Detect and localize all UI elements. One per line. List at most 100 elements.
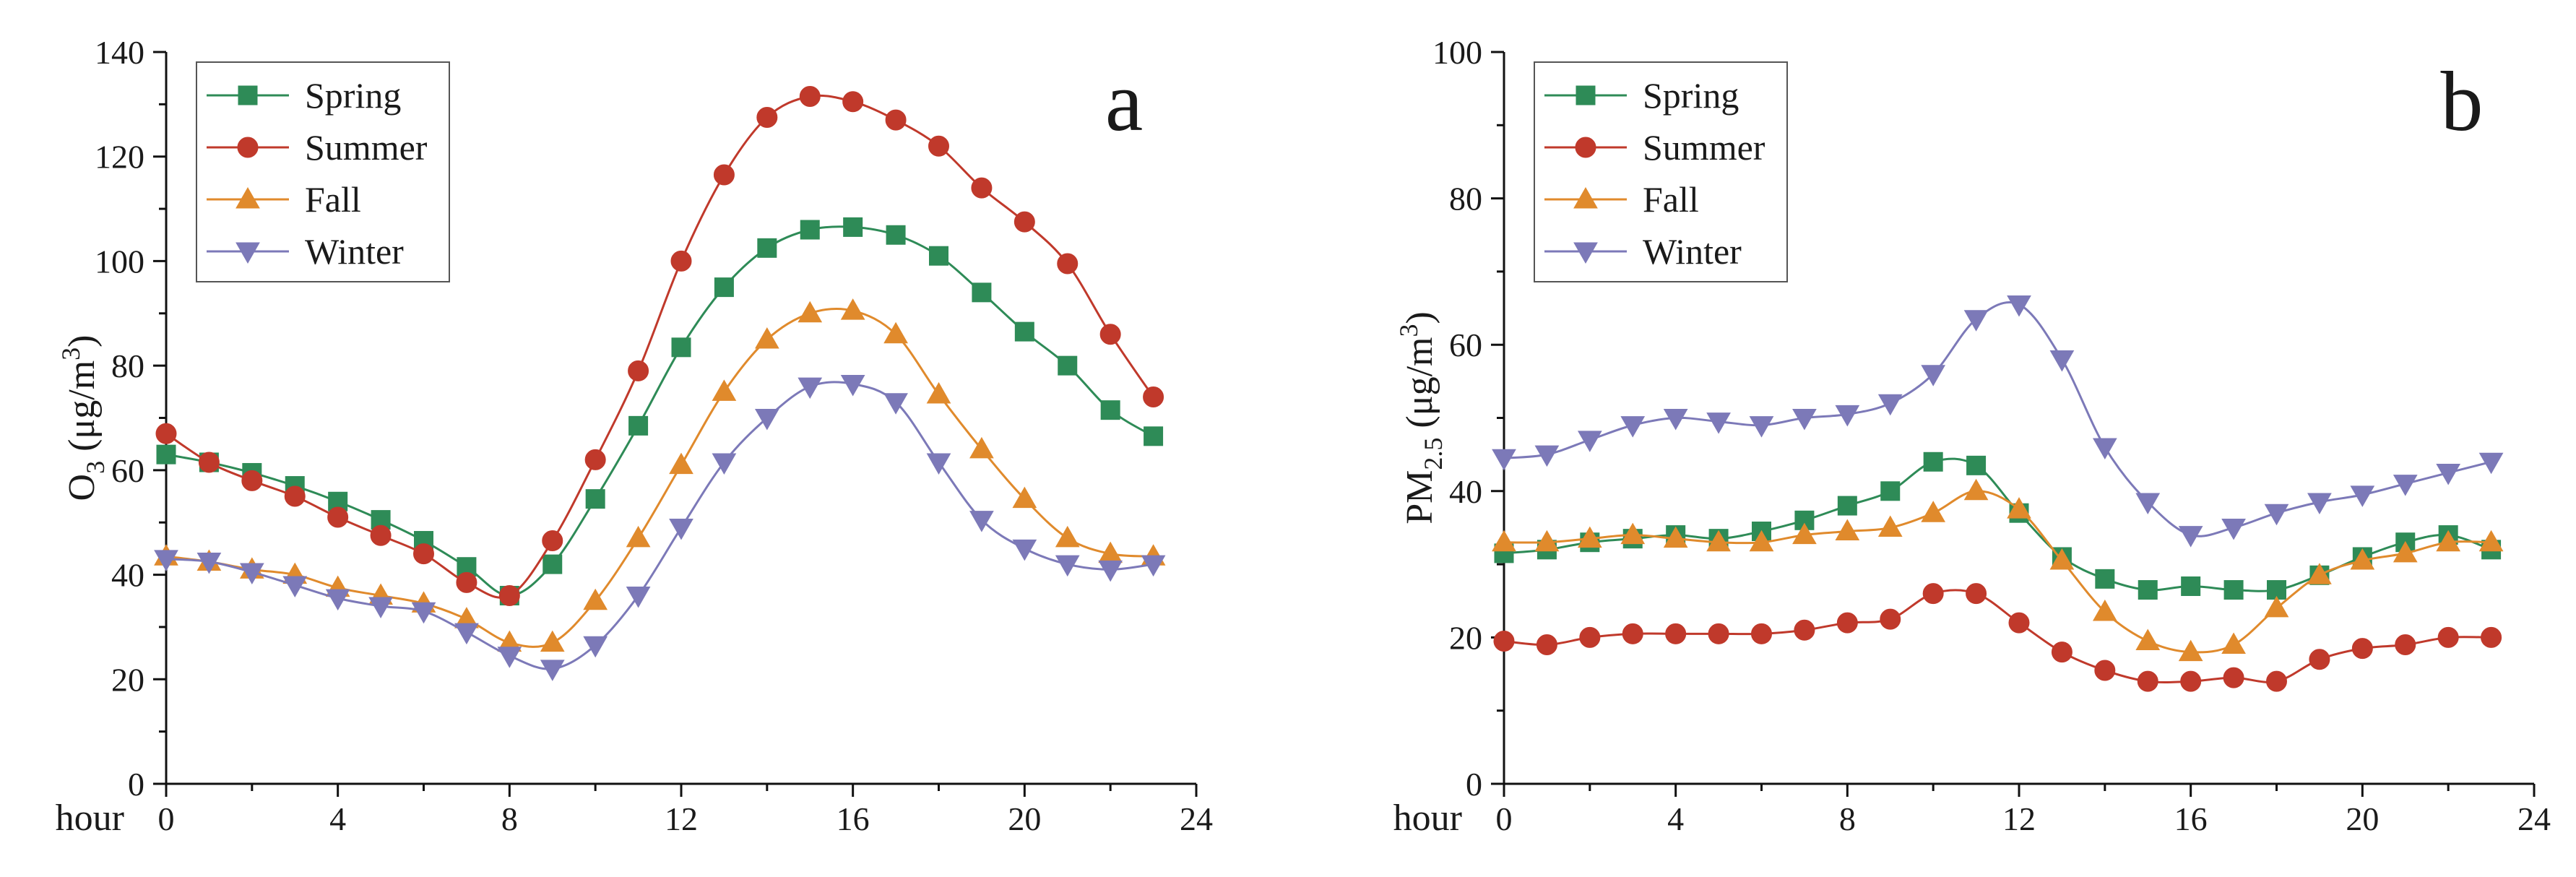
- data-point: [282, 576, 308, 598]
- data-point: [628, 360, 649, 381]
- data-point: [1577, 526, 1602, 548]
- panel-letter: b: [2441, 54, 2484, 149]
- series-winter: [154, 374, 1166, 681]
- data-point: [1877, 394, 1903, 416]
- data-point: [2481, 626, 2502, 648]
- data-point: [1141, 555, 1166, 577]
- panel-b: 0 20 40 60 80 100 0 4 8 12 16 20 24 hour PM2.5 (μg/m3)…: [1393, 34, 2551, 839]
- data-point: [2350, 548, 2375, 570]
- legend-label: Summer: [1643, 127, 1765, 168]
- data-point: [754, 327, 779, 349]
- data-point: [1534, 445, 1560, 467]
- data-point: [1966, 455, 1987, 475]
- series-summer: [155, 86, 1164, 607]
- data-point: [1055, 555, 1080, 577]
- data-point: [2478, 530, 2504, 552]
- data-point: [2436, 463, 2461, 485]
- data-point: [1921, 365, 1946, 386]
- data-point: [368, 597, 393, 618]
- data-point: [712, 453, 737, 475]
- data-point: [2266, 670, 2287, 692]
- data-point: [2437, 626, 2459, 648]
- data-point: [1835, 405, 1860, 427]
- x-tick-label: 0: [1496, 800, 1513, 837]
- data-point: [714, 277, 734, 298]
- data-point: [540, 630, 565, 652]
- data-point: [196, 552, 222, 574]
- y-tick-label: 100: [1432, 34, 1482, 71]
- x-tick-label: 16: [837, 800, 870, 837]
- data-point: [800, 220, 820, 240]
- data-point: [2095, 569, 2115, 589]
- data-point: [2137, 670, 2158, 692]
- data-point: [156, 444, 176, 465]
- data-point: [456, 571, 477, 593]
- data-point: [1966, 583, 1987, 605]
- data-point: [1749, 530, 1774, 552]
- data-point: [2007, 295, 2031, 317]
- data-point: [883, 393, 908, 415]
- data-point: [1708, 623, 1729, 644]
- y-tick-label: 0: [1466, 766, 1482, 803]
- legend: Spring Summer Fall Winter: [1534, 61, 1788, 282]
- data-point: [1663, 409, 1688, 431]
- series-line: [1503, 457, 2492, 592]
- panel-a: 0 20 40 60 80 100 120 140 0 4 8 12 16 20 24 hour O3 (μg/…: [56, 34, 1213, 839]
- data-point: [1099, 324, 1121, 345]
- data-point: [626, 525, 651, 548]
- data-point: [929, 246, 948, 266]
- data-point: [583, 636, 608, 658]
- data-point: [1665, 623, 1687, 644]
- data-point: [886, 225, 906, 245]
- data-point: [669, 452, 693, 475]
- legend-item: Summer: [1544, 127, 1765, 168]
- data-point: [497, 647, 522, 668]
- legend: Spring Summer Fall Winter: [196, 61, 450, 282]
- data-point: [2393, 540, 2418, 563]
- y-tick-label: 0: [128, 766, 144, 803]
- legend-item: Fall: [1544, 179, 1699, 220]
- x-axis-label: hour: [56, 798, 124, 839]
- data-point: [2180, 670, 2202, 692]
- data-point: [798, 377, 823, 399]
- data-point: [1143, 386, 1164, 408]
- data-point: [628, 415, 649, 436]
- data-point: [840, 374, 865, 397]
- series-fall: [154, 298, 1166, 652]
- data-point: [2092, 438, 2117, 460]
- x-tick-label: 20: [2346, 800, 2379, 837]
- data-point: [2223, 580, 2244, 600]
- data-point: [1880, 481, 1901, 501]
- data-point: [2178, 639, 2203, 662]
- data-point: [1792, 409, 1817, 431]
- data-point: [370, 524, 392, 546]
- data-point: [325, 589, 350, 611]
- x-tick-label: 24: [1180, 800, 1213, 837]
- y-tick-label: 80: [111, 347, 144, 384]
- legend-item: Spring: [207, 75, 401, 116]
- x-tick-label: 4: [329, 800, 346, 837]
- data-point: [2181, 576, 2201, 596]
- data-point: [1100, 400, 1120, 420]
- data-point: [798, 301, 823, 323]
- data-point: [754, 409, 779, 431]
- data-point: [1057, 253, 1079, 275]
- data-point: [1963, 310, 1989, 332]
- y-tick-label: 40: [111, 557, 144, 594]
- data-point: [542, 530, 563, 552]
- x-axis-label: hour: [1393, 798, 1462, 839]
- legend-item: Spring: [1544, 75, 1739, 116]
- data-point: [2395, 634, 2416, 656]
- data-point: [1837, 496, 1857, 516]
- data-point: [843, 217, 863, 237]
- series-line: [165, 381, 1154, 670]
- legend-label: Winter: [1643, 231, 1742, 272]
- x-tick-label: 8: [1839, 800, 1856, 837]
- data-point: [284, 485, 306, 507]
- data-point: [241, 470, 263, 491]
- data-point: [543, 554, 563, 574]
- data-point: [2393, 475, 2418, 496]
- x-tick-label: 4: [1667, 800, 1684, 837]
- data-point: [1536, 634, 1557, 656]
